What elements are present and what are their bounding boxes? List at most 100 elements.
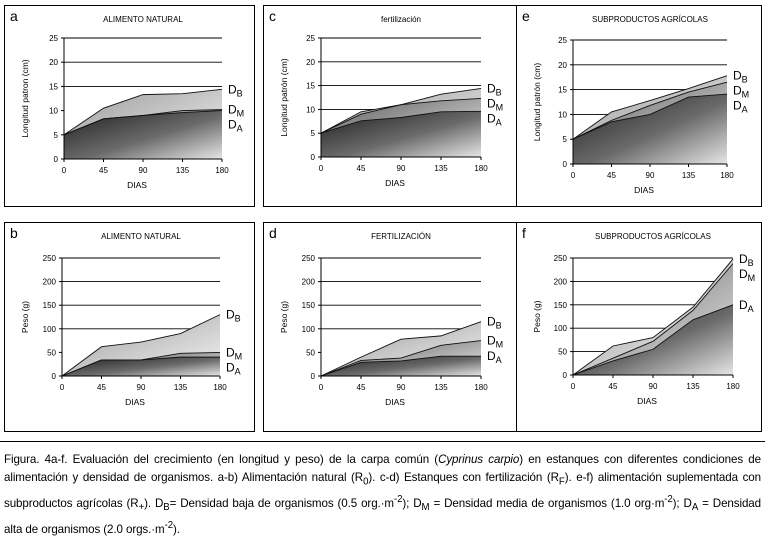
panel-letter: f — [522, 225, 526, 241]
x-tick-label: 45 — [99, 166, 108, 175]
y-tick-label: 20 — [558, 61, 567, 70]
y-axis-label: Longitud patrón (cm) — [279, 58, 289, 137]
series-line-DM — [320, 340, 482, 377]
caption-separator — [0, 441, 765, 442]
series-label-DB: DB — [739, 252, 754, 268]
area-DA — [64, 110, 222, 159]
y-tick-label: 0 — [563, 160, 568, 169]
y-tick-label: 0 — [311, 372, 316, 381]
series-line-DA — [572, 304, 734, 376]
caption-text-11: ). — [172, 523, 180, 537]
x-tick-label: 45 — [607, 171, 616, 180]
y-tick-label: 200 — [43, 278, 57, 287]
series-label-DM: DM — [739, 267, 755, 283]
y-tick-label: 200 — [302, 278, 316, 287]
y-tick-label: 50 — [558, 348, 567, 357]
series-line-DB — [320, 321, 482, 377]
series-line-DA — [63, 110, 223, 136]
y-tick-label: 25 — [558, 36, 567, 45]
x-axis-label: DIAS — [634, 185, 654, 195]
x-tick-label: 135 — [434, 383, 448, 392]
x-tick-label: 0 — [571, 171, 576, 180]
panel-letter: e — [522, 8, 530, 24]
caption-text-1: Figura. 4a-f. Evaluación del crecimiento… — [4, 453, 439, 466]
series-line-DM — [572, 263, 734, 376]
panel-letter: d — [269, 225, 277, 241]
caption-text-5: ). D — [144, 497, 164, 511]
y-tick-label: 150 — [43, 301, 57, 310]
y-tick-label: 20 — [306, 58, 315, 67]
chart-panel-d: d FERTILIZACIÓN 0 50 100 150 200 250 0 45 90 135 180… — [263, 222, 519, 432]
series-label-DA: DA — [487, 349, 502, 365]
series-line-DM — [572, 81, 728, 140]
caption-exp-2: -2 — [664, 494, 673, 506]
x-tick-label: 45 — [609, 382, 618, 391]
series-label-DA: DA — [739, 298, 754, 314]
panel-title: fertilización — [381, 15, 421, 24]
x-tick-label: 180 — [474, 164, 488, 173]
y-tick-label: 5 — [311, 129, 316, 138]
caption-sub-m: M — [421, 502, 430, 514]
y-tick-label: 100 — [43, 325, 57, 334]
x-axis-label: DIAS — [385, 397, 405, 407]
y-axis-label: Longitud patrón (cm) — [532, 63, 542, 142]
y-tick-label: 100 — [302, 325, 316, 334]
x-tick-label: 180 — [215, 166, 229, 175]
x-tick-label: 135 — [174, 383, 188, 392]
series-label-DM: DM — [226, 345, 242, 361]
caption-sub-f: F — [558, 476, 565, 488]
y-tick-label: 150 — [554, 301, 568, 310]
y-tick-label: 200 — [554, 277, 568, 286]
x-tick-label: 0 — [62, 166, 67, 175]
chart-panel-b: b ALIMENTO NATURAL 0 50 100 150 200 250 0 45 90 135… — [4, 222, 255, 432]
caption-sub-a: A — [691, 502, 699, 514]
caption-sub-b: B — [163, 502, 170, 514]
y-tick-label: 10 — [306, 105, 315, 114]
y-tick-label: 10 — [49, 107, 58, 116]
y-tick-label: 50 — [47, 348, 56, 357]
y-axis-label: Peso (g) — [532, 300, 542, 332]
series-label-DA: DA — [487, 111, 502, 127]
panel-title: SUBPRODUCTOS AGRÍCOLAS — [595, 232, 711, 241]
caption-text-8: = Densidad media de organismos (1.0 org·… — [429, 497, 665, 511]
panel-letter: c — [269, 8, 276, 24]
series-line-DA — [320, 110, 482, 134]
y-tick-label: 100 — [554, 324, 568, 333]
x-tick-label: 0 — [319, 164, 324, 173]
y-tick-label: 25 — [49, 34, 58, 43]
area-DA — [573, 304, 733, 375]
x-tick-label: 180 — [213, 383, 227, 392]
panel-letter: a — [10, 8, 18, 24]
series-line-DB — [63, 88, 223, 136]
x-tick-label: 135 — [176, 166, 190, 175]
x-axis-label: DIAS — [637, 396, 657, 406]
series-line-DM — [320, 98, 482, 134]
area-DA — [321, 111, 481, 157]
x-axis-label: DIAS — [385, 178, 405, 188]
y-tick-label: 25 — [306, 34, 315, 43]
y-tick-label: 10 — [558, 110, 567, 119]
y-tick-label: 250 — [554, 254, 568, 263]
x-tick-label: 180 — [474, 383, 488, 392]
caption-text-7: ); D — [402, 497, 422, 511]
caption-text-2: ) en estanques con diferentes condicione… — [4, 453, 761, 484]
y-tick-label: 15 — [49, 82, 58, 91]
series-label-DB: DB — [487, 315, 502, 331]
x-tick-label: 135 — [682, 171, 696, 180]
series-line-DB — [572, 75, 728, 140]
panel-title: FERTILIZACIÓN — [371, 232, 431, 241]
y-tick-label: 5 — [54, 131, 59, 140]
series-line-DB — [61, 314, 221, 377]
panel-title: SUBPRODUCTOS AGRÍCOLAS — [592, 15, 708, 24]
chart-panel-e: e SUBPRODUCTOS AGRÍCOLAS 0 5 10 15 20 25 0 45 90 13… — [516, 5, 762, 207]
series-label-DM: DM — [487, 96, 503, 112]
y-tick-label: 0 — [563, 371, 568, 380]
series-label-DA: DA — [228, 118, 243, 134]
series-line-DB — [572, 258, 734, 376]
x-tick-label: 45 — [97, 383, 106, 392]
y-tick-label: 0 — [52, 372, 57, 381]
chart-panel-a: a ALIMENTO NATURAL 0 5 10 15 20 25 0 45 90 135 180 DI… — [4, 5, 255, 207]
y-tick-label: 0 — [311, 153, 316, 162]
series-label-DB: DB — [228, 82, 243, 98]
